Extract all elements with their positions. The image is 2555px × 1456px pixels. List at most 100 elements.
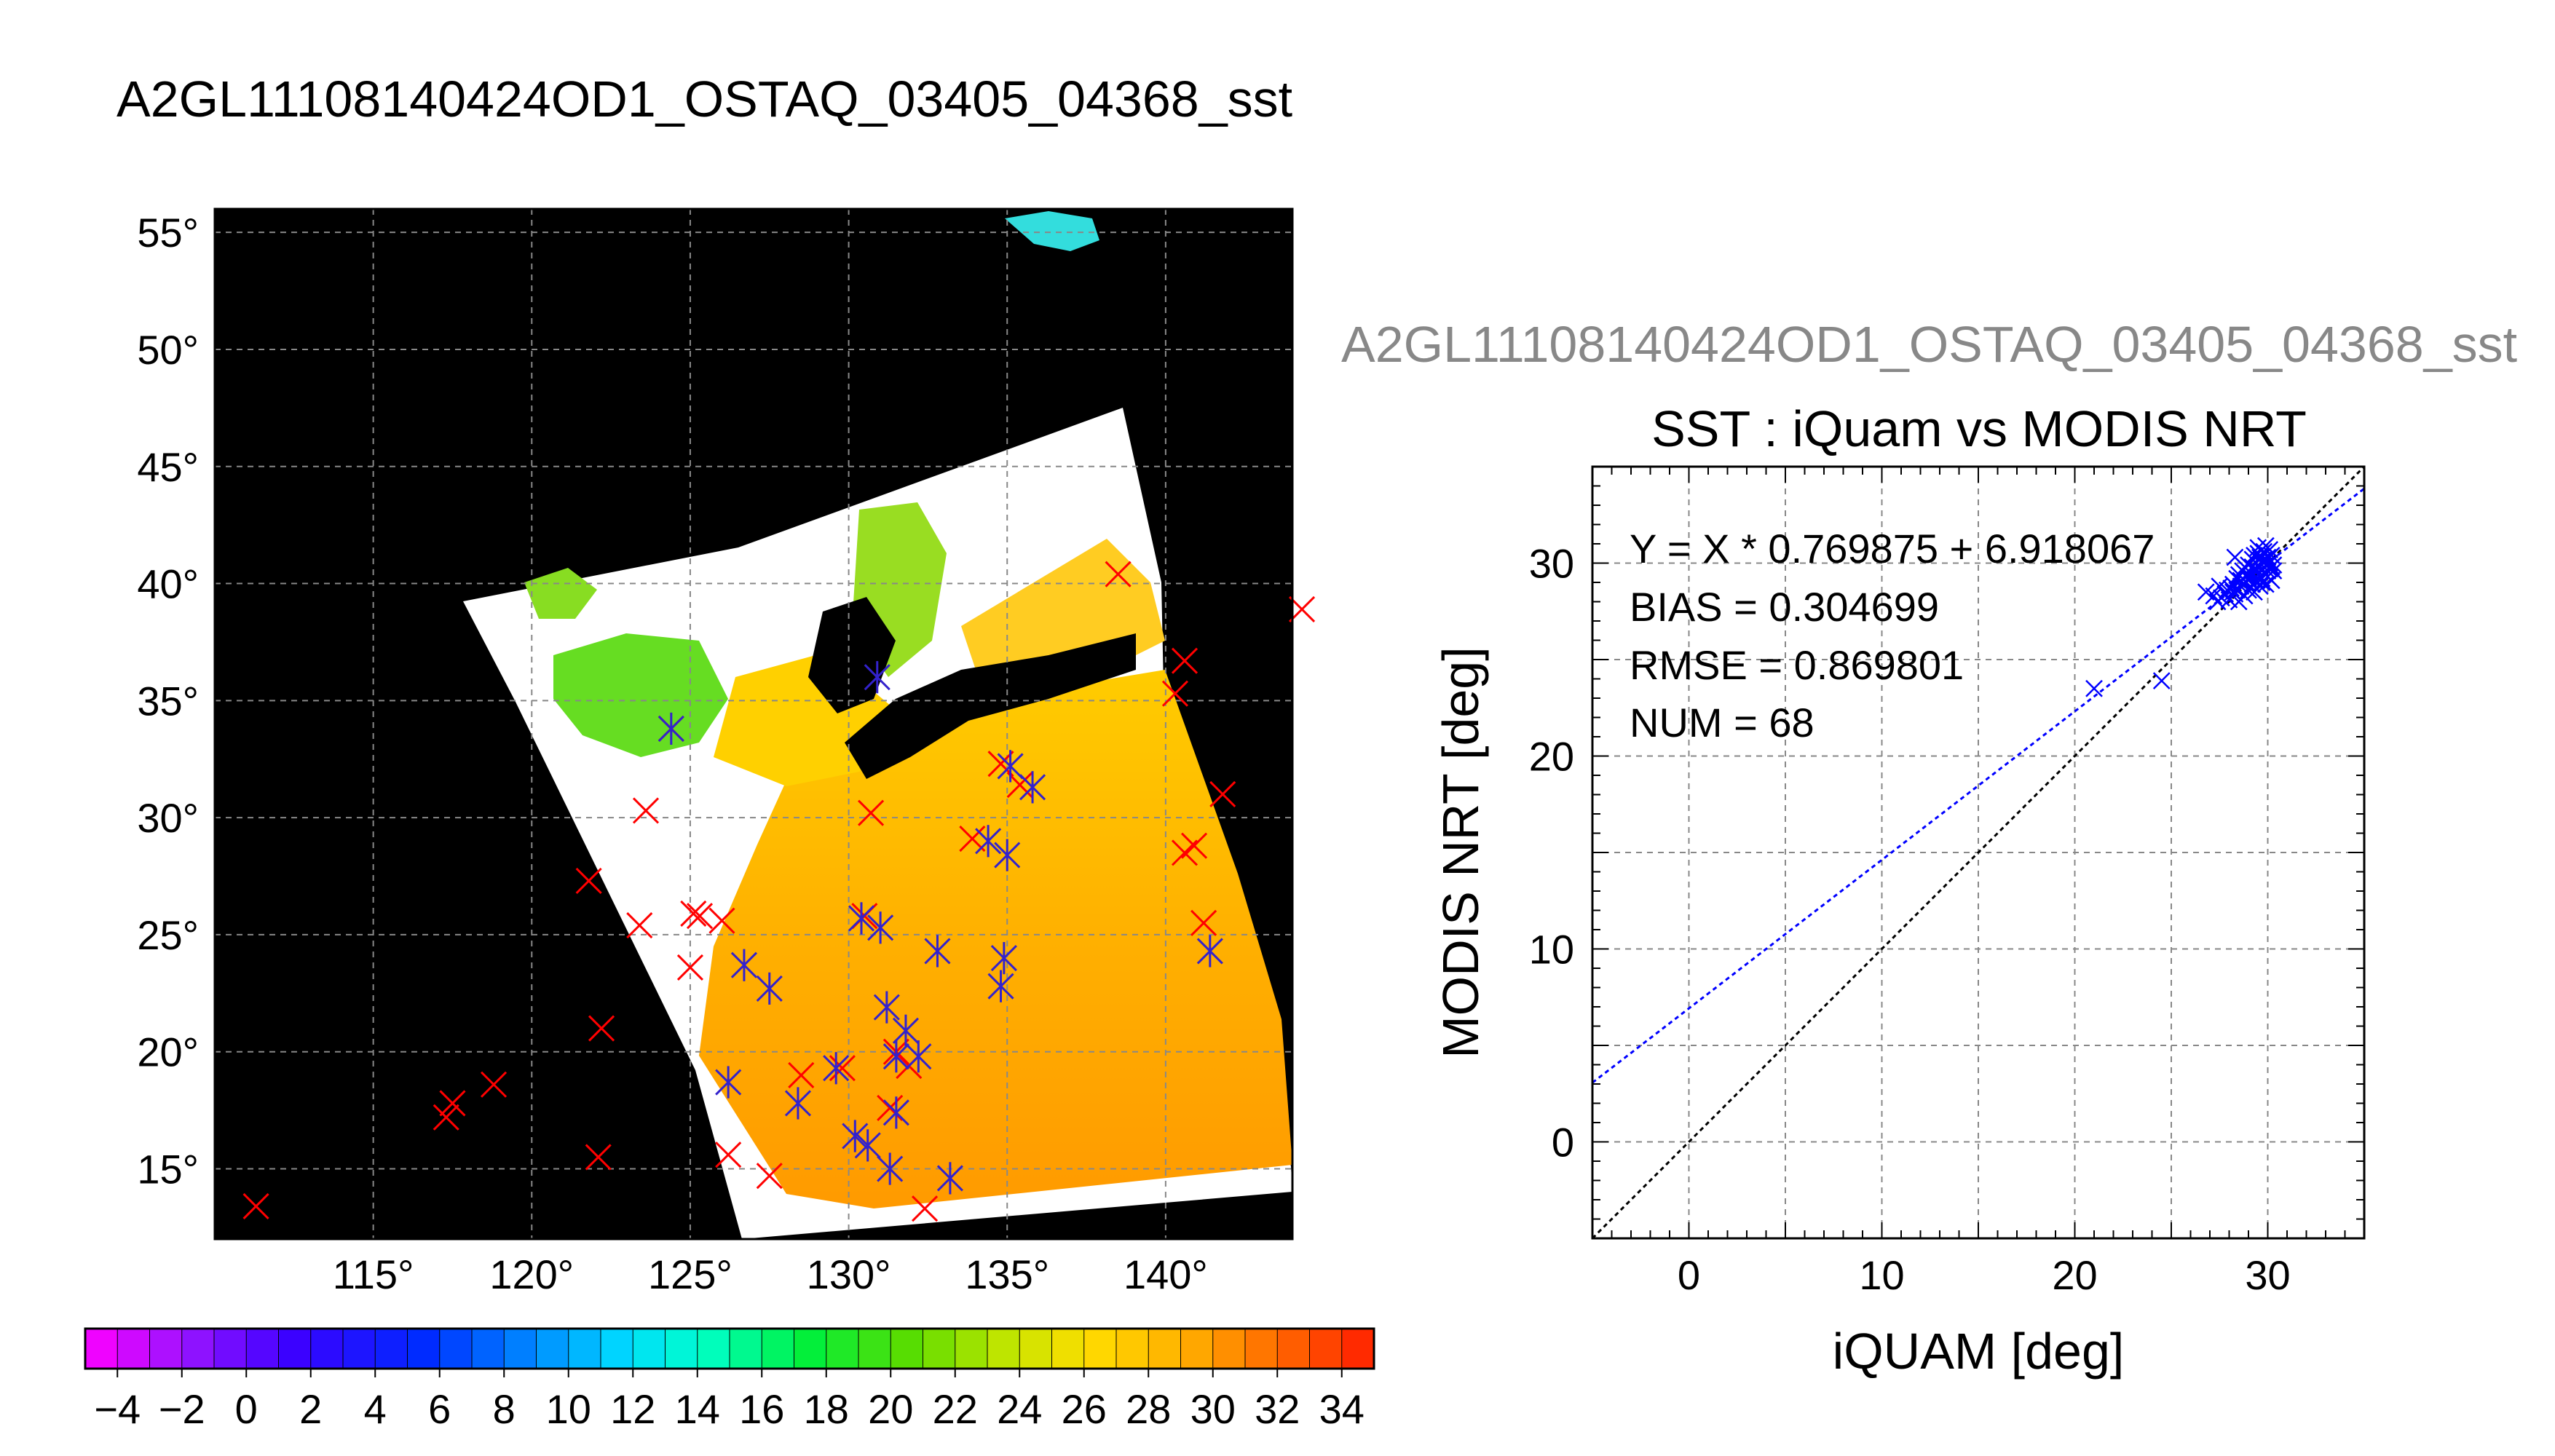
matchup-red-marker bbox=[788, 1061, 815, 1088]
map-panel: 115° 120° 125° 130° 135° 140° 15° 20° 25° 30° 35°… bbox=[137, 207, 1316, 1297]
colorbar-cell bbox=[1148, 1328, 1182, 1369]
map-lat-tick-label: 30° bbox=[137, 795, 199, 841]
scatter-axis-ticks: 0 10 20 30 0 10 20 30 bbox=[1529, 466, 2365, 1298]
one-to-one-line bbox=[1592, 467, 2364, 1238]
land-korea bbox=[808, 597, 896, 713]
map-lon-tick-label: 135° bbox=[965, 1251, 1049, 1297]
scatter-point bbox=[2211, 577, 2229, 596]
map-lon-tick-label: 115° bbox=[333, 1251, 414, 1297]
matchup-blue-marker bbox=[1019, 771, 1046, 804]
matchup-blue-marker bbox=[848, 902, 875, 935]
matchups-blue-layer bbox=[657, 661, 1223, 1195]
colorbar-cell bbox=[342, 1328, 376, 1369]
annotation-rmse: RMSE = 0.869801 bbox=[1630, 642, 1964, 688]
colorbar-frame bbox=[84, 1327, 1375, 1370]
colorbar-tick-label: 20 bbox=[868, 1386, 913, 1432]
scatter-y-tick-label: 30 bbox=[1529, 541, 1574, 587]
matchup-red-marker bbox=[680, 900, 707, 927]
colorbar-tick-label: 28 bbox=[1126, 1386, 1171, 1432]
colorbar-cell bbox=[1341, 1328, 1375, 1369]
colorbar-cell bbox=[923, 1328, 956, 1369]
scatter-x-tick-label: 0 bbox=[1678, 1252, 1700, 1298]
colorbar-tick-label: 16 bbox=[739, 1386, 784, 1432]
map-lat-tick-label: 45° bbox=[137, 444, 199, 490]
colorbar: −4 −2 0 2 4 6 8 10 12 14 16 18 20 22 24 26 28 30 32 34 bbox=[84, 1327, 1375, 1432]
colorbar-cell bbox=[1051, 1328, 1085, 1369]
matchup-blue-marker bbox=[877, 1152, 904, 1185]
colorbar-cell bbox=[278, 1328, 312, 1369]
map-lon-tick-label: 120° bbox=[489, 1251, 574, 1297]
matchup-blue-marker bbox=[997, 750, 1024, 783]
map-lon-tick-label: 125° bbox=[648, 1251, 732, 1297]
matchup-red-marker bbox=[959, 826, 986, 852]
map-graticule bbox=[215, 209, 1292, 1239]
matchup-blue-marker bbox=[882, 1040, 909, 1073]
colorbar-tick-label: 22 bbox=[933, 1386, 978, 1432]
scatter-y-tick-label: 20 bbox=[1529, 734, 1574, 780]
scatter-x-tick-label: 30 bbox=[2245, 1252, 2290, 1298]
scatter-point bbox=[2226, 548, 2244, 566]
colorbar-cell bbox=[149, 1328, 183, 1369]
sst-field-okhotsk bbox=[1005, 211, 1099, 251]
colorbar-cell bbox=[374, 1328, 408, 1369]
colorbar-tick-label: 6 bbox=[428, 1386, 451, 1432]
map-frame bbox=[213, 207, 1294, 1241]
scatter-point bbox=[2230, 566, 2248, 584]
scatter-point bbox=[2224, 583, 2242, 601]
y-axis-label: MODIS NRT [deg] bbox=[1432, 646, 1489, 1058]
matchup-red-marker bbox=[715, 1142, 742, 1168]
colorbar-cell bbox=[84, 1328, 119, 1369]
scatter-header: A2GL11108140424OD1_OSTAQ_03405_04368_sst bbox=[1341, 316, 2517, 373]
annotation-count: NUM = 68 bbox=[1630, 700, 1814, 745]
page-title: A2GL11108140424OD1_OSTAQ_03405_04368_sst bbox=[117, 71, 1292, 127]
matchup-red-marker bbox=[1161, 680, 1189, 707]
colorbar-cell bbox=[407, 1328, 441, 1369]
matchup-red-marker bbox=[987, 751, 1014, 778]
map-lat-tick-label: 15° bbox=[137, 1147, 199, 1192]
colorbar-cell bbox=[632, 1328, 666, 1369]
colorbar-cell bbox=[1212, 1328, 1247, 1369]
matchup-red-marker bbox=[686, 903, 714, 930]
colorbar-cell bbox=[1083, 1328, 1118, 1369]
matchup-blue-marker bbox=[784, 1087, 812, 1120]
colorbar-tick-label: 24 bbox=[997, 1386, 1042, 1432]
scatter-title: SST : iQuam vs MODIS NRT bbox=[1651, 400, 2307, 457]
matchup-red-marker bbox=[588, 1015, 615, 1042]
colorbar-cell bbox=[439, 1328, 473, 1369]
colorbar-cell bbox=[117, 1328, 151, 1369]
map-latitude-ticks: 15° 20° 25° 30° 35° 40° 45° 50° 55° bbox=[137, 210, 199, 1192]
colorbar-tick-label: 2 bbox=[299, 1386, 322, 1432]
scatter-point bbox=[2085, 679, 2103, 697]
map-lat-tick-label: 20° bbox=[137, 1029, 199, 1075]
colorbar-tick-label: 4 bbox=[364, 1386, 387, 1432]
colorbar-cell bbox=[826, 1328, 860, 1369]
colorbar-tick-label: 18 bbox=[804, 1386, 849, 1432]
map-lon-tick-label: 140° bbox=[1124, 1251, 1208, 1297]
colorbar-tick-labels: −4 −2 0 2 4 6 8 10 12 14 16 18 20 22 24 26 28 30 32 34 bbox=[94, 1369, 1365, 1432]
sst-field-yellow-sea bbox=[553, 633, 728, 757]
matchup-red-marker bbox=[626, 912, 653, 939]
matchup-red-marker bbox=[242, 1192, 269, 1220]
matchup-blue-marker bbox=[936, 1162, 963, 1195]
scatter-point bbox=[2246, 547, 2263, 564]
scatter-y-tick-label: 0 bbox=[1552, 1120, 1574, 1166]
colorbar-cell bbox=[794, 1328, 827, 1369]
colorbar-cell bbox=[1019, 1328, 1053, 1369]
colorbar-cells bbox=[84, 1328, 1375, 1369]
colorbar-cell bbox=[1180, 1328, 1214, 1369]
colorbar-tick-label: −2 bbox=[159, 1386, 205, 1432]
colorbar-tick-label: 32 bbox=[1255, 1386, 1300, 1432]
matchup-blue-marker bbox=[730, 949, 758, 981]
colorbar-cell bbox=[503, 1328, 537, 1369]
matchup-blue-marker bbox=[823, 1052, 850, 1085]
matchup-red-marker bbox=[877, 1094, 904, 1121]
scatter-point bbox=[2240, 569, 2257, 587]
colorbar-cell bbox=[697, 1328, 731, 1369]
colorbar-cell bbox=[1309, 1328, 1343, 1369]
annotation-bias: BIAS = 0.304699 bbox=[1630, 584, 1939, 630]
colorbar-cell bbox=[955, 1328, 989, 1369]
matchup-red-marker bbox=[756, 1163, 783, 1190]
scatter-point bbox=[2208, 593, 2227, 611]
matchup-blue-marker bbox=[990, 941, 1017, 975]
